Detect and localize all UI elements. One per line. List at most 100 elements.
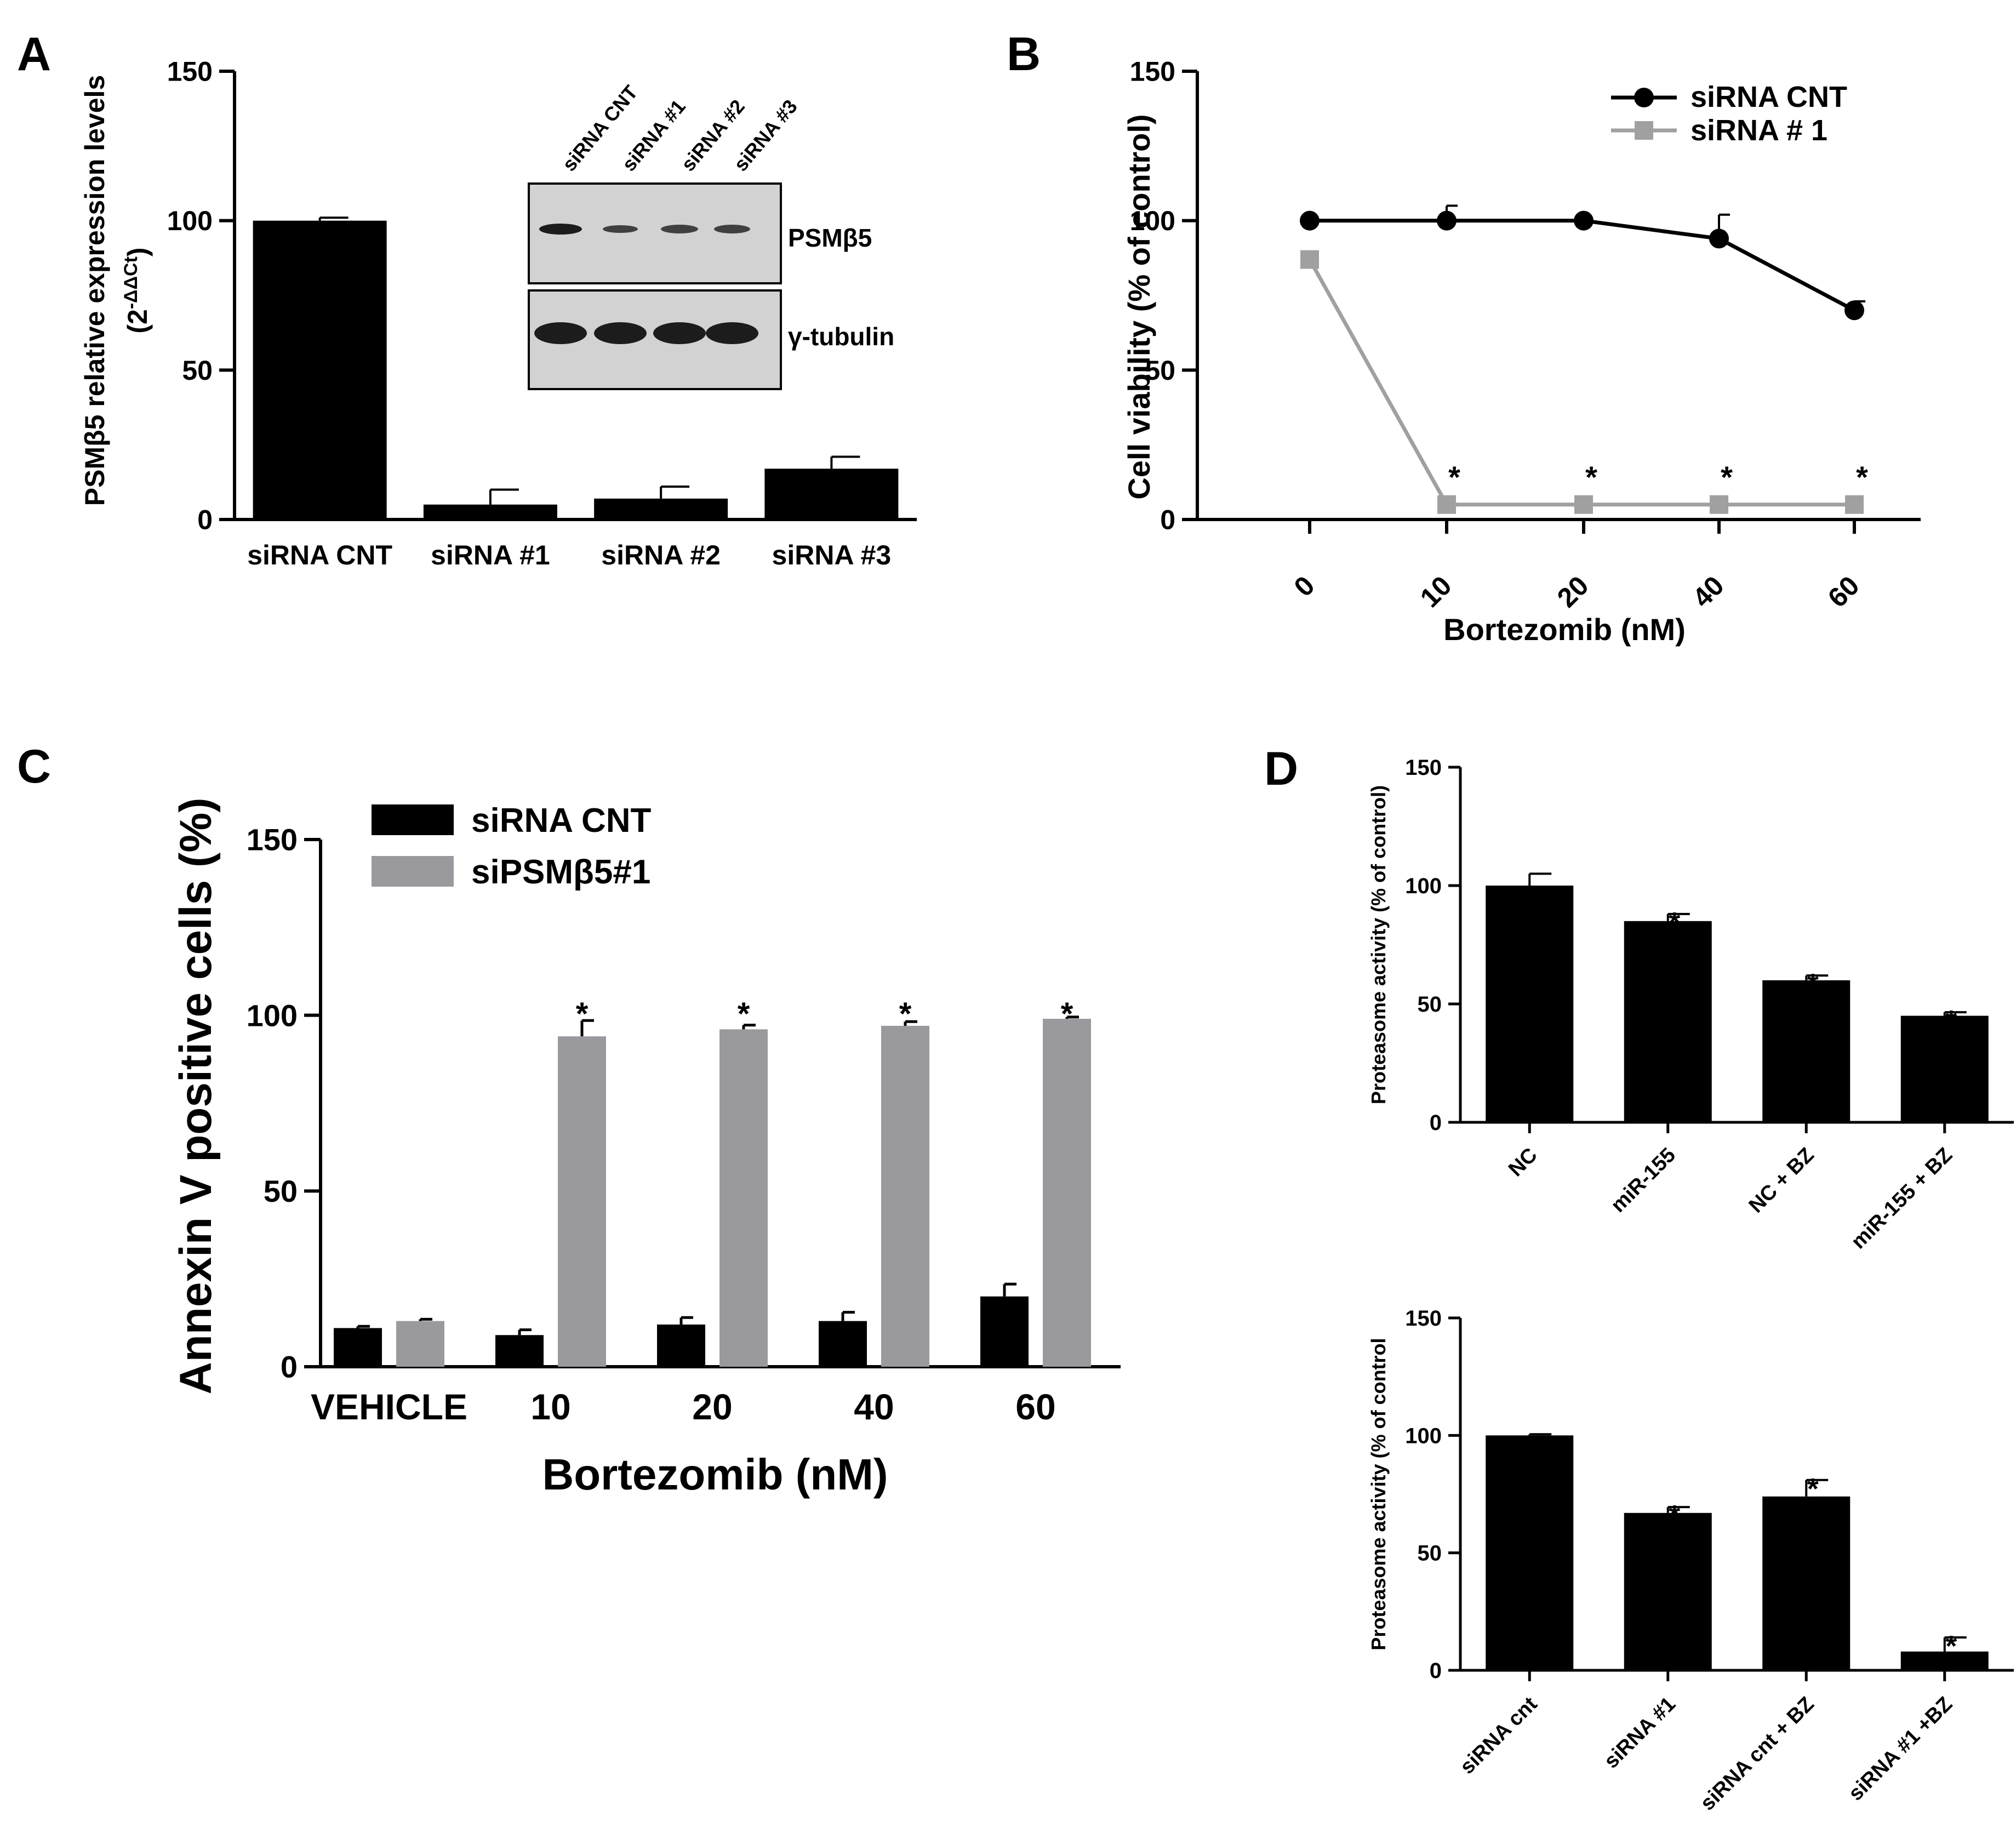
panel-label-d: D bbox=[1264, 743, 1298, 795]
y-tick-label: 0 bbox=[197, 505, 213, 535]
significance-star: * bbox=[1061, 996, 1073, 1032]
bar-sirna-cnt bbox=[495, 1335, 544, 1367]
y-axis-label: Annexin V positive cells (%) bbox=[171, 797, 221, 1394]
y-axis-label: Proteasome activity (% of control bbox=[1367, 1338, 1390, 1650]
blot-band bbox=[653, 322, 706, 344]
significance-star: * bbox=[738, 996, 750, 1032]
y-tick-label: 50 bbox=[1418, 1542, 1442, 1566]
x-tick-label: siRNA #1 +BZ bbox=[1844, 1693, 1957, 1806]
legend-label: siRNA CNT bbox=[1691, 81, 1847, 113]
x-tick-label: siRNA #3 bbox=[772, 540, 892, 570]
panel-label-a: A bbox=[17, 28, 51, 81]
x-tick-label: 20 bbox=[1551, 570, 1595, 613]
y-tick-label: 150 bbox=[1405, 1306, 1442, 1331]
significance-star: * bbox=[1807, 1472, 1819, 1505]
y-axis-label-line2: (2-ΔΔCt) bbox=[121, 247, 153, 333]
legend-marker-circle bbox=[1634, 88, 1654, 107]
significance-star: * bbox=[1945, 1630, 1957, 1663]
x-tick-label: siRNA cnt + BZ bbox=[1696, 1693, 1819, 1816]
x-tick-label: siRNA #1 bbox=[431, 540, 550, 570]
significance-star: * bbox=[1669, 1499, 1680, 1532]
y-axis-label: Cell viability (% of control) bbox=[1122, 114, 1156, 499]
bar-sirna-cnt bbox=[657, 1325, 705, 1367]
x-tick-label: 0 bbox=[1288, 570, 1321, 602]
legend-swatch bbox=[372, 804, 454, 835]
bar bbox=[1624, 1512, 1712, 1670]
x-tick-label: 40 bbox=[1687, 570, 1730, 613]
bar bbox=[594, 498, 728, 520]
bar bbox=[1762, 1496, 1851, 1670]
panel-label-c: C bbox=[17, 740, 51, 793]
y-tick-label: 100 bbox=[167, 206, 213, 236]
y-tick-label: 0 bbox=[1430, 1111, 1442, 1135]
significance-star: * bbox=[1945, 1004, 1957, 1037]
y-tick-label: 0 bbox=[1430, 1659, 1442, 1683]
x-tick-label: siRNA #2 bbox=[601, 540, 721, 570]
x-tick-label: VEHICLE bbox=[311, 1386, 467, 1427]
y-tick-label: 50 bbox=[1418, 992, 1442, 1017]
y-tick-label: 100 bbox=[1405, 874, 1442, 898]
x-tick-label: 60 bbox=[1015, 1386, 1055, 1427]
blot-band bbox=[534, 322, 587, 344]
data-point-sirna-cnt bbox=[1300, 210, 1320, 231]
significance-star: * bbox=[1585, 460, 1597, 494]
significance-star: * bbox=[1721, 460, 1733, 494]
bar-sipsmb5 bbox=[719, 1029, 768, 1367]
blot-band bbox=[661, 225, 698, 233]
bar bbox=[253, 220, 387, 520]
blot-band bbox=[539, 224, 582, 235]
y-tick-label: 100 bbox=[247, 998, 298, 1032]
blot-band bbox=[714, 225, 750, 233]
chart-panel-c: C 0 50 100 150 VEHICLE 10 * 20 * 40 * 60 * Bortezomib … bbox=[17, 740, 1121, 1499]
significance-star: * bbox=[899, 996, 912, 1032]
x-tick-label: 10 bbox=[530, 1386, 570, 1427]
legend-marker-square bbox=[1635, 121, 1653, 140]
y-axis-label: Proteasome activity (% of control) bbox=[1367, 785, 1390, 1104]
series-line-sirna-cnt bbox=[1310, 219, 1855, 312]
x-axis-label: Bortezomib (nM) bbox=[542, 1450, 888, 1499]
y-axis-label-end: ) bbox=[122, 247, 153, 256]
x-tick-label: siRNA CNT bbox=[247, 540, 392, 570]
bar bbox=[1762, 980, 1851, 1122]
x-tick-label: 10 bbox=[1414, 570, 1458, 613]
y-tick-label: 0 bbox=[1160, 505, 1175, 535]
x-tick-label: NC bbox=[1504, 1144, 1542, 1181]
x-tick-label: 40 bbox=[854, 1386, 894, 1427]
x-tick-label: 60 bbox=[1822, 570, 1865, 613]
x-tick-label: miR-155 bbox=[1607, 1144, 1680, 1217]
blot-row-label: γ-tubulin bbox=[788, 322, 894, 351]
series-line-sirna1 bbox=[1307, 258, 1854, 507]
y-tick-label: 50 bbox=[264, 1174, 298, 1208]
x-tick-label: siRNA #1 bbox=[1600, 1693, 1680, 1773]
y-tick-label: 150 bbox=[247, 823, 298, 857]
legend-swatch bbox=[372, 856, 454, 887]
chart-panel-b: B 0 50 100 150 0 10 20 40 60 Bortezomib (nM) Cell v… bbox=[1007, 28, 1921, 647]
data-point-sirna1 bbox=[1845, 495, 1864, 514]
x-tick-label: siRNA cnt bbox=[1456, 1692, 1542, 1778]
legend-label: siRNA CNT bbox=[471, 802, 652, 840]
y-tick-label: 150 bbox=[1130, 56, 1175, 87]
y-axis-label-superscript: -ΔΔCt bbox=[121, 256, 141, 309]
blot-frame bbox=[528, 289, 782, 390]
significance-star: * bbox=[1856, 460, 1868, 494]
y-tick-label: 0 bbox=[281, 1350, 298, 1384]
data-point-sirna1 bbox=[1574, 495, 1593, 514]
bar bbox=[1900, 1015, 1989, 1122]
bar bbox=[423, 504, 557, 520]
legend-label: siRNA # 1 bbox=[1691, 114, 1827, 147]
y-tick-label: 100 bbox=[1130, 206, 1175, 236]
y-tick-label: 150 bbox=[1405, 756, 1442, 780]
chart-panel-d-top: D 0 50 100 150 NC miR-155 * NC + BZ * miR-155 + BZ… bbox=[1264, 743, 2014, 1253]
x-tick-label: NC + BZ bbox=[1745, 1144, 1819, 1218]
bar-sipsmb5 bbox=[881, 1025, 929, 1367]
bar-sipsmb5 bbox=[396, 1321, 444, 1367]
data-point-sirna1 bbox=[1300, 250, 1319, 269]
bar bbox=[764, 469, 899, 520]
blot-band bbox=[706, 322, 758, 344]
bar-sirna-cnt bbox=[334, 1328, 382, 1367]
y-tick-label: 150 bbox=[167, 56, 213, 87]
significance-star: * bbox=[1807, 968, 1819, 1001]
significance-star: * bbox=[1448, 460, 1460, 494]
bar-sirna-cnt bbox=[819, 1321, 867, 1367]
